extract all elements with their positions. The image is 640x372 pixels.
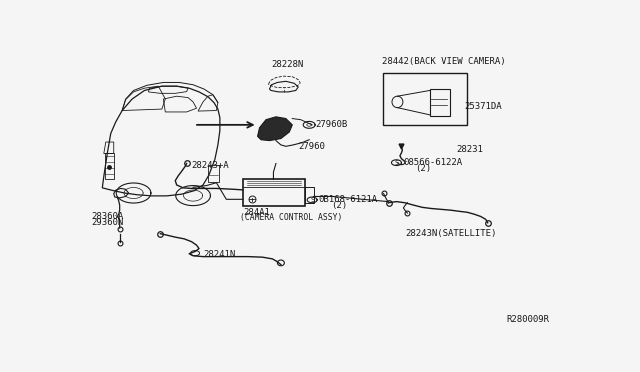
Bar bbox=[383, 73, 467, 125]
Bar bbox=[105, 154, 114, 179]
Text: 27960B: 27960B bbox=[316, 121, 348, 129]
Text: 25371DA: 25371DA bbox=[465, 102, 502, 111]
Bar bbox=[208, 165, 219, 182]
Text: (CAMERA CONTROL ASSY): (CAMERA CONTROL ASSY) bbox=[240, 213, 342, 222]
Text: 28243+A: 28243+A bbox=[191, 161, 229, 170]
Text: 27960: 27960 bbox=[298, 142, 325, 151]
Text: 28231: 28231 bbox=[456, 145, 483, 154]
Text: 284A1: 284A1 bbox=[244, 208, 271, 217]
Text: (2): (2) bbox=[331, 201, 347, 210]
Text: 08566-6122A: 08566-6122A bbox=[403, 158, 462, 167]
Text: 28442(BACK VIEW CAMERA): 28442(BACK VIEW CAMERA) bbox=[381, 57, 505, 66]
Text: R280009R: R280009R bbox=[507, 315, 550, 324]
Text: S: S bbox=[310, 197, 314, 203]
Text: 28243N(SATELLITE): 28243N(SATELLITE) bbox=[405, 229, 496, 238]
Text: 0B168-6121A: 0B168-6121A bbox=[319, 195, 378, 204]
Polygon shape bbox=[257, 117, 292, 141]
Text: S: S bbox=[394, 160, 399, 166]
Text: (2): (2) bbox=[415, 164, 431, 173]
Bar bbox=[243, 179, 305, 206]
Text: 28360A: 28360A bbox=[91, 212, 123, 221]
Text: 28228N: 28228N bbox=[271, 60, 303, 69]
Bar bbox=[305, 187, 314, 203]
Text: 28241N: 28241N bbox=[203, 250, 236, 259]
Text: 29360N: 29360N bbox=[91, 218, 123, 227]
Bar bbox=[429, 89, 449, 116]
